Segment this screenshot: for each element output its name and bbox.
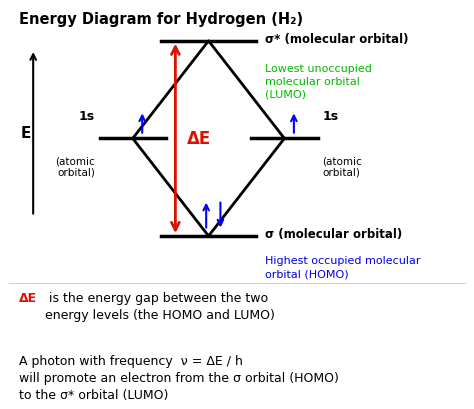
Text: A photon with frequency  ν = ΔE / h
will promote an electron from the σ orbital : A photon with frequency ν = ΔE / h will … [19, 354, 339, 401]
Text: 1s: 1s [79, 109, 95, 122]
Text: is the energy gap between the two
energy levels (the HOMO and LUMO): is the energy gap between the two energy… [45, 291, 275, 321]
Text: Highest occupied molecular
orbital (HOMO): Highest occupied molecular orbital (HOMO… [265, 256, 421, 279]
Text: (atomic
orbital): (atomic orbital) [322, 156, 362, 177]
Text: ΔE: ΔE [187, 130, 211, 148]
Text: 1s: 1s [322, 109, 338, 122]
Text: Energy Diagram for Hydrogen (H₂): Energy Diagram for Hydrogen (H₂) [19, 12, 303, 27]
Text: (atomic
orbital): (atomic orbital) [55, 156, 95, 177]
Text: σ* (molecular orbital): σ* (molecular orbital) [265, 32, 409, 45]
Text: E: E [21, 126, 31, 141]
Text: σ (molecular orbital): σ (molecular orbital) [265, 227, 403, 240]
Text: Lowest unoccupied
molecular orbital
(LUMO): Lowest unoccupied molecular orbital (LUM… [265, 64, 372, 99]
Text: ΔE: ΔE [19, 291, 37, 304]
